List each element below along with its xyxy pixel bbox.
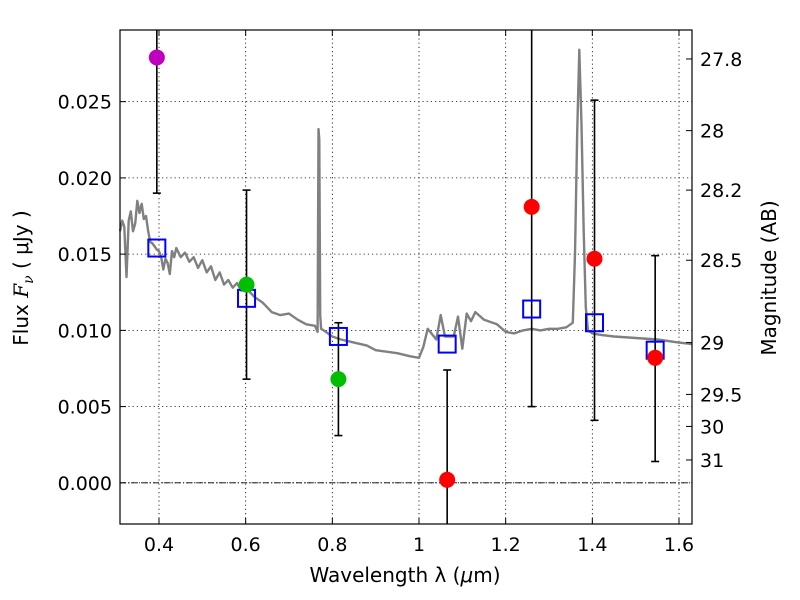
grid [120, 30, 692, 524]
magnitude-tick-label: 30 [700, 416, 724, 438]
y-tick-label: 0.000 [58, 473, 112, 495]
x-axis-label: Wavelength λ (μm) [309, 563, 500, 587]
plot-frame [119, 29, 693, 525]
error-bars [152, 30, 660, 524]
x-tick-label: 1.4 [577, 534, 607, 556]
x-tick-label: 0.4 [144, 534, 174, 556]
synthetic-point [585, 313, 604, 333]
y2-axis-label: Magnitude (AB) [757, 200, 781, 355]
y-tick-label: 0.005 [58, 397, 112, 419]
observed-point [238, 276, 255, 293]
y-tick-label: 0.015 [58, 244, 112, 266]
x-tick-label: 0.8 [317, 534, 347, 556]
synthetic-point [437, 334, 457, 354]
synthetic-point [147, 238, 167, 258]
magnitude-tick-label: 28 [700, 121, 724, 143]
x-tick-label: 1.6 [664, 534, 694, 556]
observed-point [647, 349, 664, 366]
magnitude-tick-label: 31 [700, 450, 724, 472]
synthetic-point [522, 299, 542, 319]
y-tick-labels: 0.000 0.005 0.010 0.015 0.020 0.025 [58, 92, 112, 495]
observed-point [586, 250, 603, 267]
observed-point [148, 49, 165, 66]
model-spectrum [118, 48, 693, 359]
x-tick-labels: 0.4 0.6 0.8 1 1.2 1.4 1.6 [144, 534, 694, 556]
y-tick-label: 0.010 [58, 320, 112, 342]
y-tick-label: 0.025 [58, 92, 112, 114]
synthetic-point [328, 326, 348, 346]
magnitude-tick-labels: 27.8 28 28.2 28.5 29 29.5 30 31 [700, 49, 742, 472]
magnitude-tick-label: 27.8 [700, 49, 742, 71]
x-tick-label: 1 [413, 534, 425, 556]
synthetic-photometry [147, 238, 665, 360]
model-spectrum-line [118, 48, 693, 359]
x-tick-label: 0.6 [231, 534, 261, 556]
observed-point [523, 198, 540, 215]
axis-ticks [120, 30, 692, 524]
observed-point [330, 371, 347, 388]
magnitude-tick-label: 28.5 [700, 250, 742, 272]
y-tick-label: 0.020 [58, 168, 112, 190]
magnitude-tick-label: 29 [700, 333, 724, 355]
magnitude-tick-label: 29.5 [700, 384, 742, 406]
observed-photometry [148, 49, 664, 488]
y-axis-label: Flux Fν ( μJy ) [9, 210, 37, 345]
observed-point [439, 471, 456, 488]
x-tick-label: 1.2 [491, 534, 521, 556]
magnitude-tick-label: 28.2 [700, 180, 742, 202]
